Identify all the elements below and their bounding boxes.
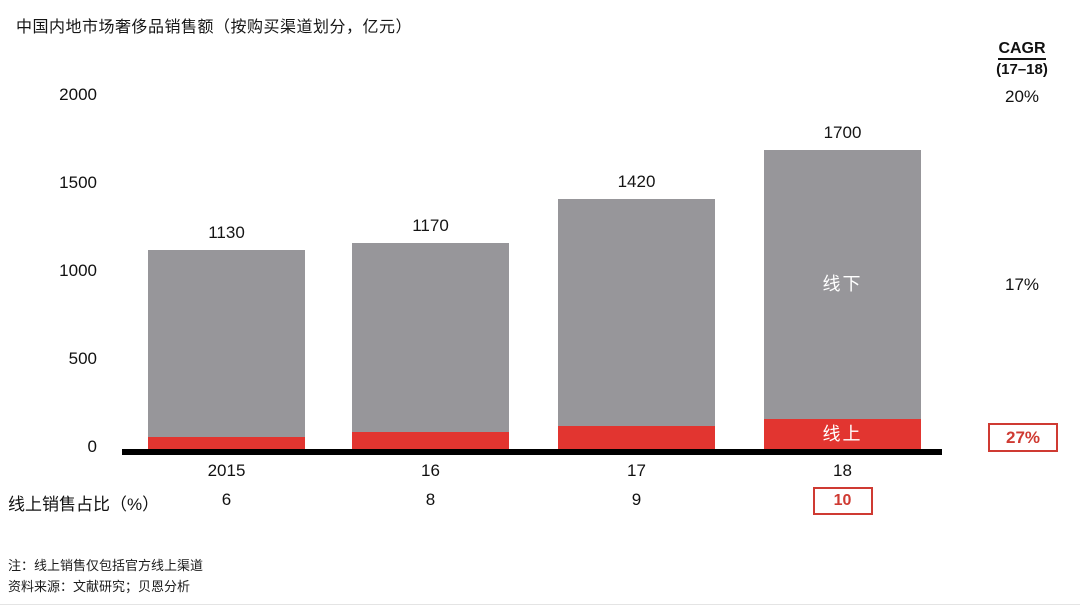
bottom-divider bbox=[0, 604, 1080, 605]
cagr-header-text: CAGR bbox=[998, 40, 1046, 60]
x-tick-label: 16 bbox=[421, 461, 440, 480]
online-segment bbox=[558, 426, 715, 449]
online-share-value-box: 10 bbox=[812, 487, 873, 515]
y-tick-label: 1500 bbox=[59, 173, 97, 192]
x-tick-label: 2015 bbox=[207, 461, 246, 480]
bar-total-label: 1130 bbox=[208, 223, 245, 243]
cagr-online-value-box: 27% bbox=[988, 423, 1058, 452]
cagr-period-label: (17–18) bbox=[996, 61, 1048, 78]
cagr-total-value: 20% bbox=[1004, 87, 1040, 106]
offline-segment bbox=[148, 250, 305, 449]
x-tick-label: 17 bbox=[627, 461, 646, 480]
cagr-offline-value: 17% bbox=[1004, 275, 1040, 294]
offline-segment bbox=[558, 199, 715, 449]
online-segment bbox=[352, 432, 509, 449]
footnote-source: 资料来源：文献研究；贝恩分析 bbox=[8, 579, 191, 594]
online-share-value: 6 bbox=[221, 490, 232, 509]
online-segment bbox=[148, 437, 305, 449]
online-share-value: 8 bbox=[425, 490, 436, 509]
y-tick-label: 2000 bbox=[59, 85, 97, 104]
online-series-label: 线上 bbox=[822, 424, 863, 445]
footnotes: 注：线上销售仅包括官方线上渠道 资料来源：文献研究；贝恩分析 bbox=[8, 555, 203, 597]
x-axis-baseline bbox=[122, 449, 942, 455]
offline-series-label: 线下 bbox=[822, 274, 863, 295]
offline-segment bbox=[764, 149, 921, 449]
offline-segment bbox=[352, 243, 509, 449]
bar-total-label: 1170 bbox=[412, 216, 449, 236]
footnote-note: 注：线上销售仅包括官方线上渠道 bbox=[8, 558, 204, 573]
bar-total-label: 1420 bbox=[617, 172, 656, 192]
chart-title: 中国内地市场奢侈品销售额（按购买渠道划分，亿元） bbox=[16, 19, 413, 36]
online-segment bbox=[764, 419, 921, 449]
stacked-bar-18 bbox=[764, 149, 921, 449]
online-share-row-label: 线上销售占比（%） bbox=[8, 495, 160, 514]
cagr-header-block: CAGR (17–18) bbox=[970, 40, 1074, 78]
y-tick-label: 1000 bbox=[59, 261, 97, 280]
online-share-value: 9 bbox=[631, 490, 642, 509]
bar-total-label: 1700 bbox=[823, 122, 862, 142]
stacked-bar-17 bbox=[558, 199, 715, 449]
stacked-bar-16 bbox=[352, 243, 509, 449]
y-tick-label: 500 bbox=[68, 349, 97, 368]
y-tick-label: 0 bbox=[87, 437, 97, 456]
x-tick-label: 18 bbox=[833, 461, 852, 480]
cagr-header-label: CAGR bbox=[970, 40, 1074, 60]
stacked-bar-2015 bbox=[148, 250, 305, 449]
